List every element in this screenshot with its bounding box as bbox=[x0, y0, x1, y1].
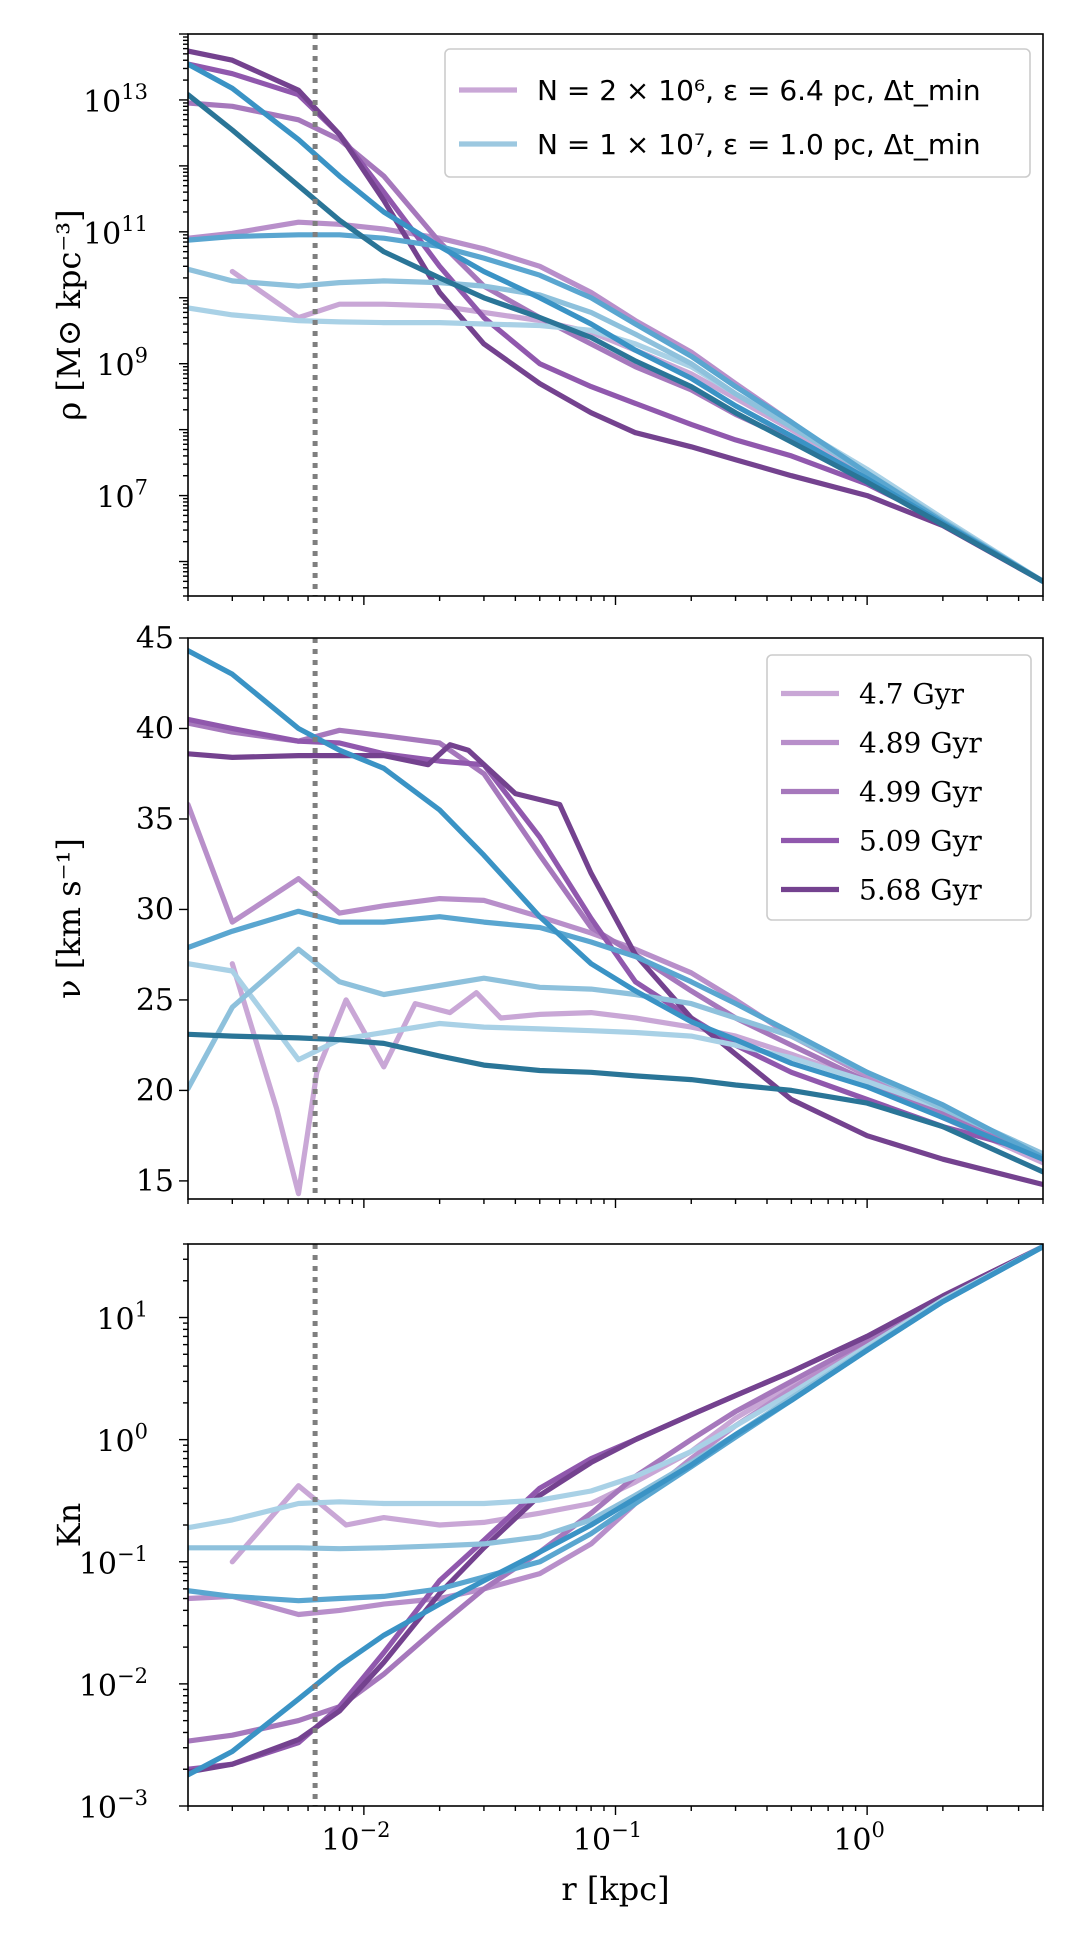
series-line bbox=[188, 1031, 1043, 1175]
series-line bbox=[188, 1244, 1043, 1618]
x-tick-label: 10−1 bbox=[573, 1818, 642, 1858]
legend-label: 4.99 Gyr bbox=[859, 776, 982, 809]
legend-box bbox=[444, 48, 1031, 178]
series-line bbox=[188, 1244, 1043, 1775]
y-tick-label: 20 bbox=[136, 1073, 174, 1108]
y-tick-label: 40 bbox=[136, 711, 174, 746]
series-group bbox=[188, 638, 1043, 1199]
y-ticks: 15 20 25 30 35 40 45 bbox=[136, 621, 188, 1199]
series-line bbox=[188, 908, 1043, 1161]
x-ticks: 10−2 10−1 100 bbox=[187, 1806, 1044, 1858]
series-line bbox=[188, 61, 1043, 585]
x-ticks bbox=[187, 596, 1044, 605]
y-tick-label: 45 bbox=[136, 621, 174, 656]
legend: 4.7 Gyr 4.89 Gyr 4.99 Gyr 5.09 Gyr 5.68 Gyr bbox=[766, 654, 1032, 921]
panel-knudsen: 10−2 10−1 100 10−3 10−2 10−1 100 101 Kn r [kpc] bbox=[50, 1243, 1044, 1908]
legend-label: 4.89 Gyr bbox=[859, 727, 982, 760]
x-tick-label: 10−2 bbox=[321, 1818, 390, 1858]
x-tick-label: 100 bbox=[833, 1818, 885, 1858]
x-ticks bbox=[187, 1199, 1044, 1208]
series-line bbox=[188, 48, 1043, 585]
legend-box bbox=[766, 654, 1032, 921]
series-line bbox=[229, 1244, 1043, 1565]
y-tick-label: 15 bbox=[136, 1164, 174, 1199]
legend-label: 4.7 Gyr bbox=[859, 678, 965, 711]
y-ticks: 107 109 1011 1013 bbox=[83, 33, 188, 597]
series-group bbox=[188, 34, 1043, 596]
legend-label: N = 2 × 10⁶, ε = 6.4 pc, Δt_min bbox=[537, 74, 981, 107]
y-tick-label: 101 bbox=[96, 1298, 148, 1338]
axes-frame bbox=[187, 1243, 1044, 1807]
y-tick-label: 30 bbox=[136, 892, 174, 927]
legend-label: 5.09 Gyr bbox=[859, 825, 982, 858]
y-tick-label: 1011 bbox=[83, 212, 148, 252]
series-line bbox=[188, 720, 1043, 1161]
y-axis-label: ρ [M⊙ kpc⁻³] bbox=[50, 209, 88, 420]
y-tick-label: 100 bbox=[96, 1420, 148, 1460]
y-tick-label: 10−1 bbox=[79, 1542, 148, 1582]
series-line bbox=[188, 232, 1043, 585]
y-axis-label: Kn bbox=[50, 1503, 88, 1548]
axes-frame bbox=[187, 637, 1044, 1200]
legend: N = 2 × 10⁶, ε = 6.4 pc, Δt_min N = 1 × 1… bbox=[444, 48, 1031, 178]
legend-label: N = 1 × 10⁷, ε = 1.0 pc, Δt_min bbox=[537, 128, 981, 161]
legend-label: 5.68 Gyr bbox=[859, 874, 982, 907]
axes-frame bbox=[187, 33, 1044, 597]
y-tick-label: 107 bbox=[96, 476, 148, 516]
series-line bbox=[229, 961, 1043, 1197]
series-line bbox=[188, 961, 1043, 1157]
y-tick-label: 1013 bbox=[83, 80, 148, 120]
series-line bbox=[188, 1244, 1043, 1531]
series-group bbox=[188, 1244, 1043, 1806]
y-tick-label: 25 bbox=[136, 983, 174, 1018]
y-tick-label: 10−2 bbox=[79, 1664, 148, 1704]
y-tick-label: 10−3 bbox=[79, 1786, 148, 1826]
y-ticks: 10−3 10−2 10−1 100 101 bbox=[79, 1243, 188, 1826]
series-line bbox=[229, 268, 1043, 585]
y-tick-label: 109 bbox=[96, 344, 148, 384]
series-line bbox=[188, 1244, 1043, 1744]
y-axis-label: ν [km s⁻¹] bbox=[50, 838, 88, 999]
series-line bbox=[188, 1244, 1043, 1778]
series-line bbox=[188, 92, 1043, 585]
x-axis-label: r [kpc] bbox=[561, 1870, 669, 1908]
y-tick-label: 35 bbox=[136, 802, 174, 837]
series-line bbox=[188, 742, 1043, 1188]
panel-density: 107 109 1011 1013 ρ [M⊙ kpc⁻³] N = 2 × 10⁶, ε… bbox=[50, 33, 1044, 605]
series-line bbox=[188, 648, 1043, 1162]
